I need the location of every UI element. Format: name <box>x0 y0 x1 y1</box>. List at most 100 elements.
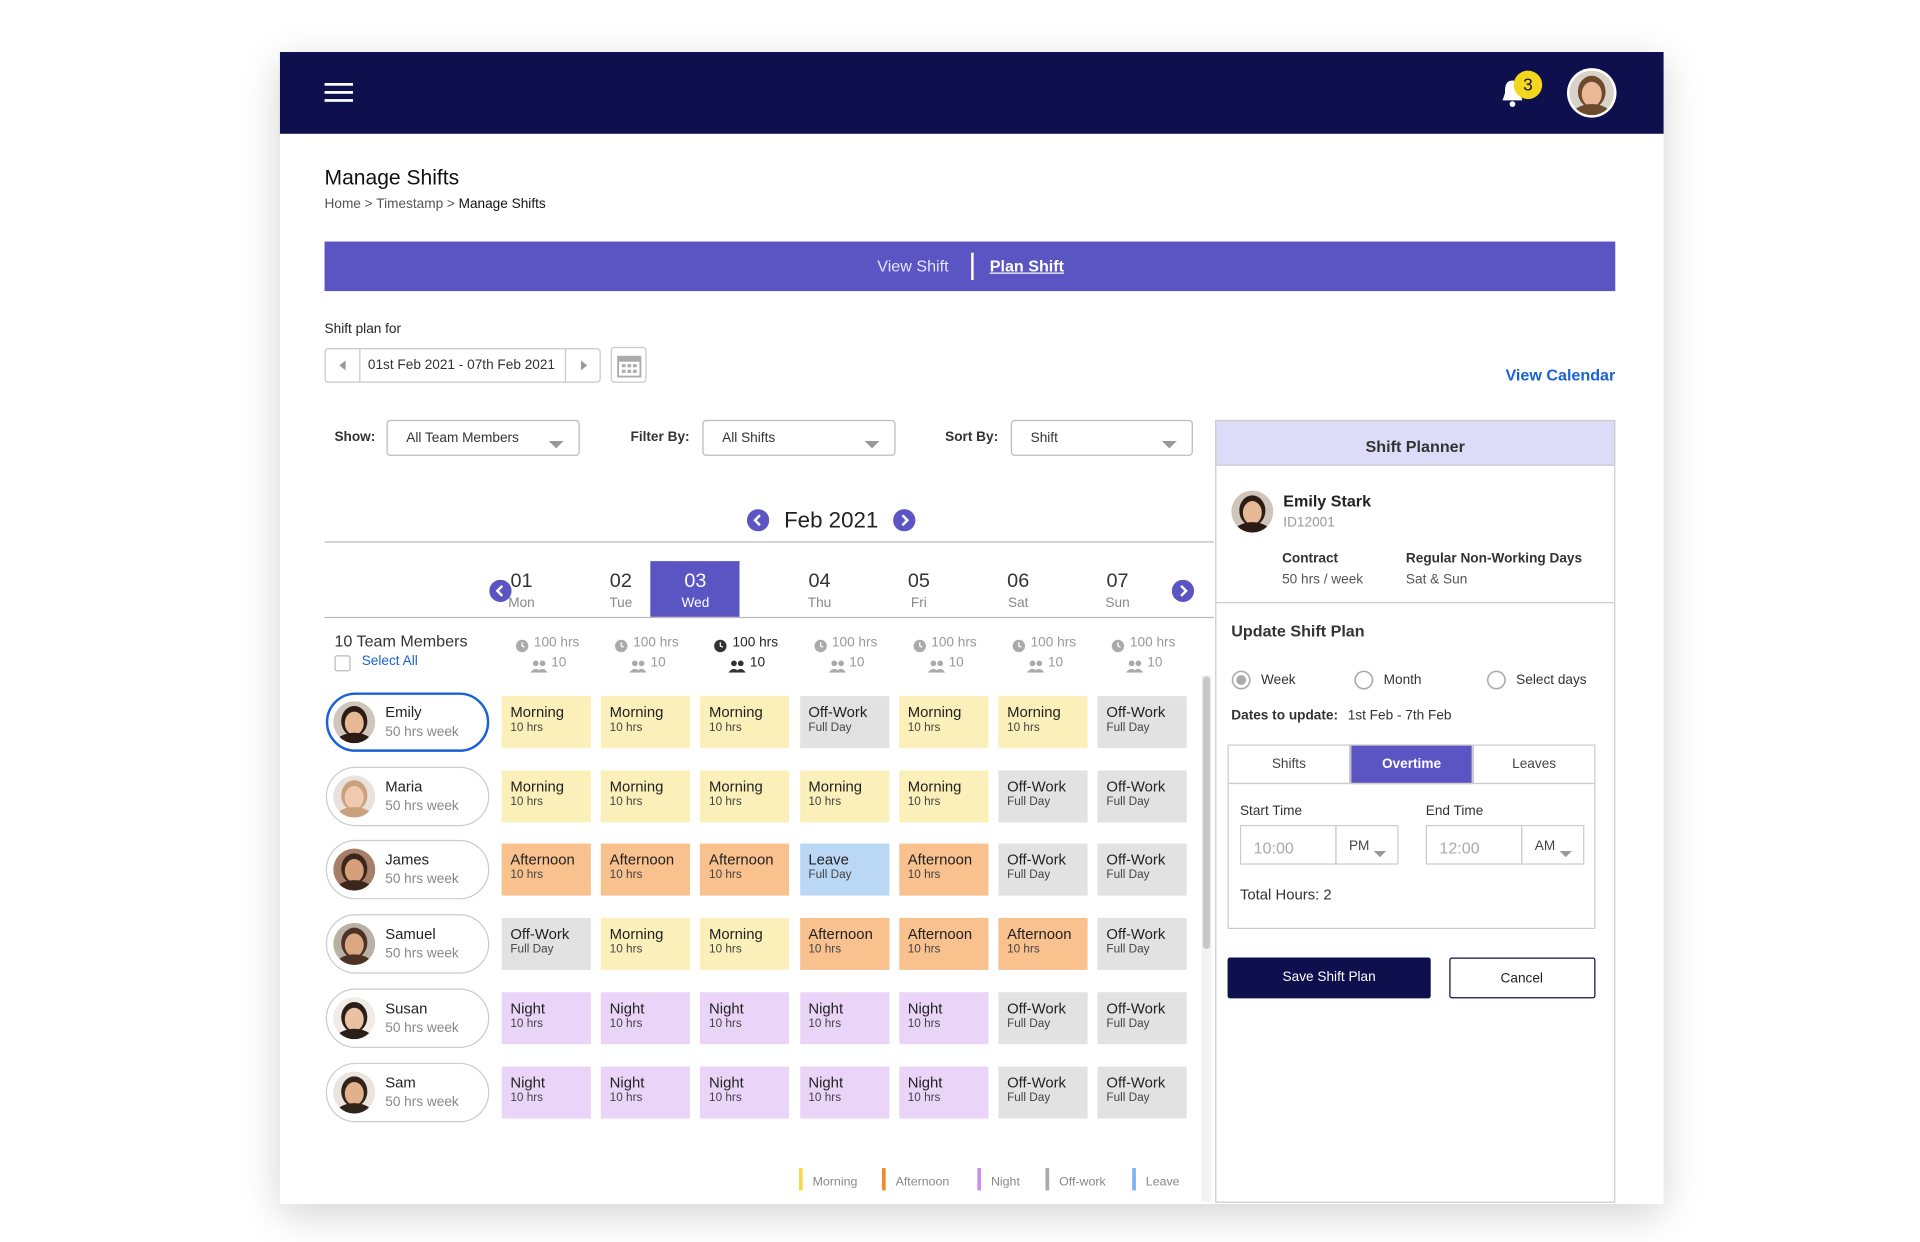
next-days-graphic <box>1171 579 1195 603</box>
day-date[interactable]: 01 <box>510 571 533 593</box>
filter-select[interactable]: All Shifts <box>702 419 896 456</box>
shift-cell[interactable]: Night 10 hrs <box>799 1065 889 1118</box>
radio[interactable] <box>1354 670 1374 690</box>
time-input[interactable]: 10:00 <box>1239 824 1337 865</box>
shift-cell[interactable]: Off-Work Full Day <box>1097 1065 1187 1118</box>
prev-days[interactable] <box>489 579 512 603</box>
shift-cell[interactable]: Off-Work Full Day <box>1097 696 1187 749</box>
next-month[interactable] <box>893 509 916 532</box>
shift-cell[interactable]: Morning 10 hrs <box>501 770 591 823</box>
view-calendar-link[interactable]: View Calendar <box>1505 365 1616 385</box>
notification-badge[interactable]: 3 <box>1513 70 1543 100</box>
legend-marker <box>977 1168 982 1191</box>
day-date[interactable]: 06 <box>1007 571 1030 593</box>
shift-type: Morning <box>510 703 565 721</box>
shift-cell[interactable]: Off-Work Full Day <box>1097 844 1187 897</box>
tab-divider <box>971 252 974 280</box>
shift-cell[interactable]: Off-Work Full Day <box>1097 918 1187 971</box>
shift-detail: 10 hrs <box>709 794 742 809</box>
shift-cell[interactable]: Night 10 hrs <box>899 991 989 1044</box>
shift-cell[interactable]: Morning 10 hrs <box>700 918 790 971</box>
shift-cell[interactable]: Morning 10 hrs <box>601 918 691 971</box>
next-days[interactable] <box>1171 579 1195 603</box>
shift-cell[interactable]: Leave Full Day <box>799 844 889 897</box>
shift-cell[interactable]: Off-Work Full Day <box>998 844 1088 897</box>
shift-cell[interactable]: Off-Work Full Day <box>1097 991 1187 1044</box>
shift-cell[interactable]: Off-Work Full Day <box>1097 770 1187 823</box>
shift-cell[interactable]: Off-Work Full Day <box>998 991 1088 1044</box>
prev-week[interactable] <box>326 349 361 382</box>
prev-month[interactable] <box>746 509 770 532</box>
shift-cell[interactable]: Night 10 hrs <box>501 991 591 1044</box>
shift-cell[interactable]: Off-Work Full Day <box>501 918 591 971</box>
shift-cell[interactable]: Afternoon 10 hrs <box>700 844 790 897</box>
shift-cell[interactable]: Morning 10 hrs <box>601 770 691 823</box>
people-icon <box>1026 657 1045 673</box>
filter-select[interactable]: Shift <box>1010 419 1193 456</box>
filter-select[interactable]: All Team Members <box>386 419 580 456</box>
scrollbar-thumb[interactable] <box>1202 676 1211 949</box>
shift-cell[interactable]: Off-Work Full Day <box>998 1065 1088 1118</box>
shift-cell[interactable]: Morning 10 hrs <box>700 696 790 749</box>
shift-cell[interactable]: Night 10 hrs <box>700 991 790 1044</box>
shift-cell[interactable]: Afternoon 10 hrs <box>799 918 889 971</box>
planner-tab[interactable]: Leaves <box>1472 744 1596 785</box>
selected-day[interactable] <box>650 561 740 617</box>
next-month-graphic <box>893 509 916 532</box>
shift-cell[interactable]: Morning 10 hrs <box>601 696 691 749</box>
shift-cell[interactable]: Afternoon 10 hrs <box>998 918 1088 971</box>
cancel-button[interactable]: Cancel <box>1449 957 1596 999</box>
shift-cell[interactable]: Night 10 hrs <box>501 1065 591 1118</box>
dates-value: 1st Feb - 7th Feb <box>1347 708 1452 724</box>
calendar-button[interactable] <box>610 346 647 383</box>
breadcrumb-separator: > <box>446 196 455 212</box>
filter-label: Sort By: <box>945 429 999 445</box>
breadcrumb-item[interactable]: Timestamp <box>376 196 444 212</box>
planner-tab[interactable]: Shifts <box>1227 744 1351 785</box>
shift-cell[interactable]: Night 10 hrs <box>601 1065 691 1118</box>
shift-cell[interactable]: Night 10 hrs <box>799 991 889 1044</box>
shift-cell[interactable]: Afternoon 10 hrs <box>501 844 591 897</box>
period-select[interactable]: PM <box>1335 824 1399 865</box>
radio[interactable] <box>1231 670 1251 690</box>
menu-button[interactable] <box>324 82 354 104</box>
select-all[interactable]: Select All <box>361 654 418 669</box>
period-value: AM <box>1534 838 1556 854</box>
day-date[interactable]: 07 <box>1106 571 1129 593</box>
shift-type: Night <box>808 999 844 1017</box>
shift-cell[interactable]: Night 10 hrs <box>899 1065 989 1118</box>
shift-cell[interactable]: Morning 10 hrs <box>998 696 1088 749</box>
select-all-checkbox[interactable] <box>334 655 351 672</box>
page-title: Manage Shifts <box>324 165 460 190</box>
shift-cell[interactable]: Afternoon 10 hrs <box>899 918 989 971</box>
shift-cell[interactable]: Morning 10 hrs <box>501 696 591 749</box>
period-select[interactable]: AM <box>1521 824 1585 865</box>
shift-cell[interactable]: Morning 10 hrs <box>899 696 989 749</box>
time-input[interactable]: 12:00 <box>1425 824 1523 865</box>
shift-cell[interactable]: Afternoon 10 hrs <box>899 844 989 897</box>
shift-cell[interactable]: Night 10 hrs <box>601 991 691 1044</box>
tab[interactable]: View Shift <box>877 256 949 275</box>
radio[interactable] <box>1486 670 1506 690</box>
day-date[interactable]: 05 <box>907 571 930 593</box>
shift-cell[interactable]: Morning 10 hrs <box>799 770 889 823</box>
shift-cell[interactable]: Afternoon 10 hrs <box>601 844 691 897</box>
shift-cell[interactable]: Off-Work Full Day <box>998 770 1088 823</box>
breadcrumb-item[interactable]: Home <box>324 196 361 212</box>
day-date[interactable]: 04 <box>808 571 831 593</box>
shift-cell[interactable]: Morning 10 hrs <box>700 770 790 823</box>
avatar <box>333 1070 376 1113</box>
next-week[interactable] <box>564 349 600 382</box>
shift-detail: 10 hrs <box>609 942 643 957</box>
day-date[interactable]: 02 <box>609 571 632 593</box>
shift-type: Leave <box>808 851 849 869</box>
shift-cell[interactable]: Off-Work Full Day <box>799 696 889 749</box>
save-button[interactable]: Save Shift Plan <box>1227 957 1431 999</box>
shift-type: Night <box>709 1073 744 1091</box>
planner-tab[interactable]: Overtime <box>1350 744 1473 785</box>
tab-active[interactable]: Plan Shift <box>989 256 1065 275</box>
shift-cell[interactable]: Morning 10 hrs <box>899 770 989 823</box>
team-count: 10 Team Members <box>334 631 468 651</box>
shift-cell[interactable]: Night 10 hrs <box>700 1065 790 1118</box>
